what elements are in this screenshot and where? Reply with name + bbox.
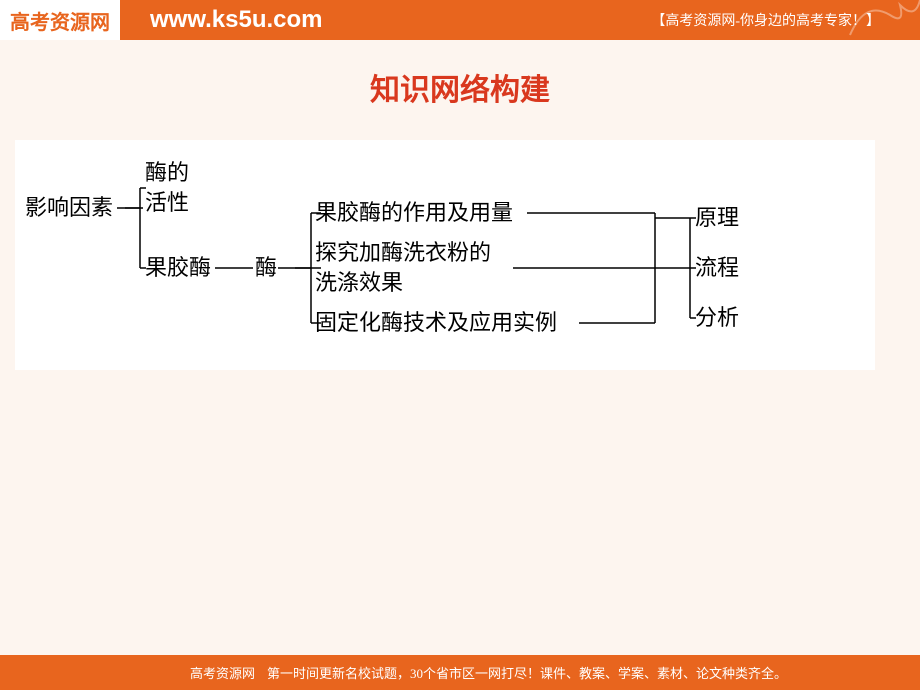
logo-box: 高考资源网 (0, 0, 120, 40)
header-url: www.ks5u.com (150, 6, 323, 34)
page-title: 知识网络构建 (0, 65, 920, 109)
diagram-node-n3: 果胶酶 (145, 255, 211, 281)
diagram-node-n10: 分析 (695, 305, 739, 331)
diagram-node-n7: 固定化酶技术及应用实例 (315, 310, 557, 336)
footer-bar: 高考资源网 第一时间更新名校试题，30个省市区一网打尽！课件、教案、学案、素材、… (0, 655, 920, 690)
diagram-node-n4: 酶 (255, 255, 277, 281)
diagram-node-n2a: 酶的 (145, 160, 189, 186)
diagram-node-n9: 流程 (695, 255, 739, 281)
header-bar: 高考资源网 www.ks5u.com 【高考资源网-你身边的高考专家！】 (0, 0, 920, 40)
diagram-node-n2b: 活性 (145, 190, 189, 216)
diagram-node-n1: 影响因素 (25, 195, 113, 221)
diagram-node-n8: 原理 (695, 205, 739, 231)
diagram-node-n5: 果胶酶的作用及用量 (315, 200, 513, 226)
diagram-node-n6b: 洗涤效果 (315, 270, 403, 296)
footer-text: 第一时间更新名校试题，30个省市区一网打尽！课件、教案、学案、素材、论文种类齐全… (267, 663, 787, 682)
decorative-swirl-icon (845, 0, 920, 40)
concept-diagram: 影响因素 酶的活性果胶酶 酶 果胶酶的作用及用量探究加酶洗衣粉的洗涤效果固定化酶技术及… (15, 140, 875, 370)
diagram-node-n6a: 探究加酶洗衣粉的 (315, 240, 491, 266)
header-logo-text: 高考资源网 (10, 6, 110, 35)
footer-logo-text: 高考资源网 (190, 663, 255, 682)
